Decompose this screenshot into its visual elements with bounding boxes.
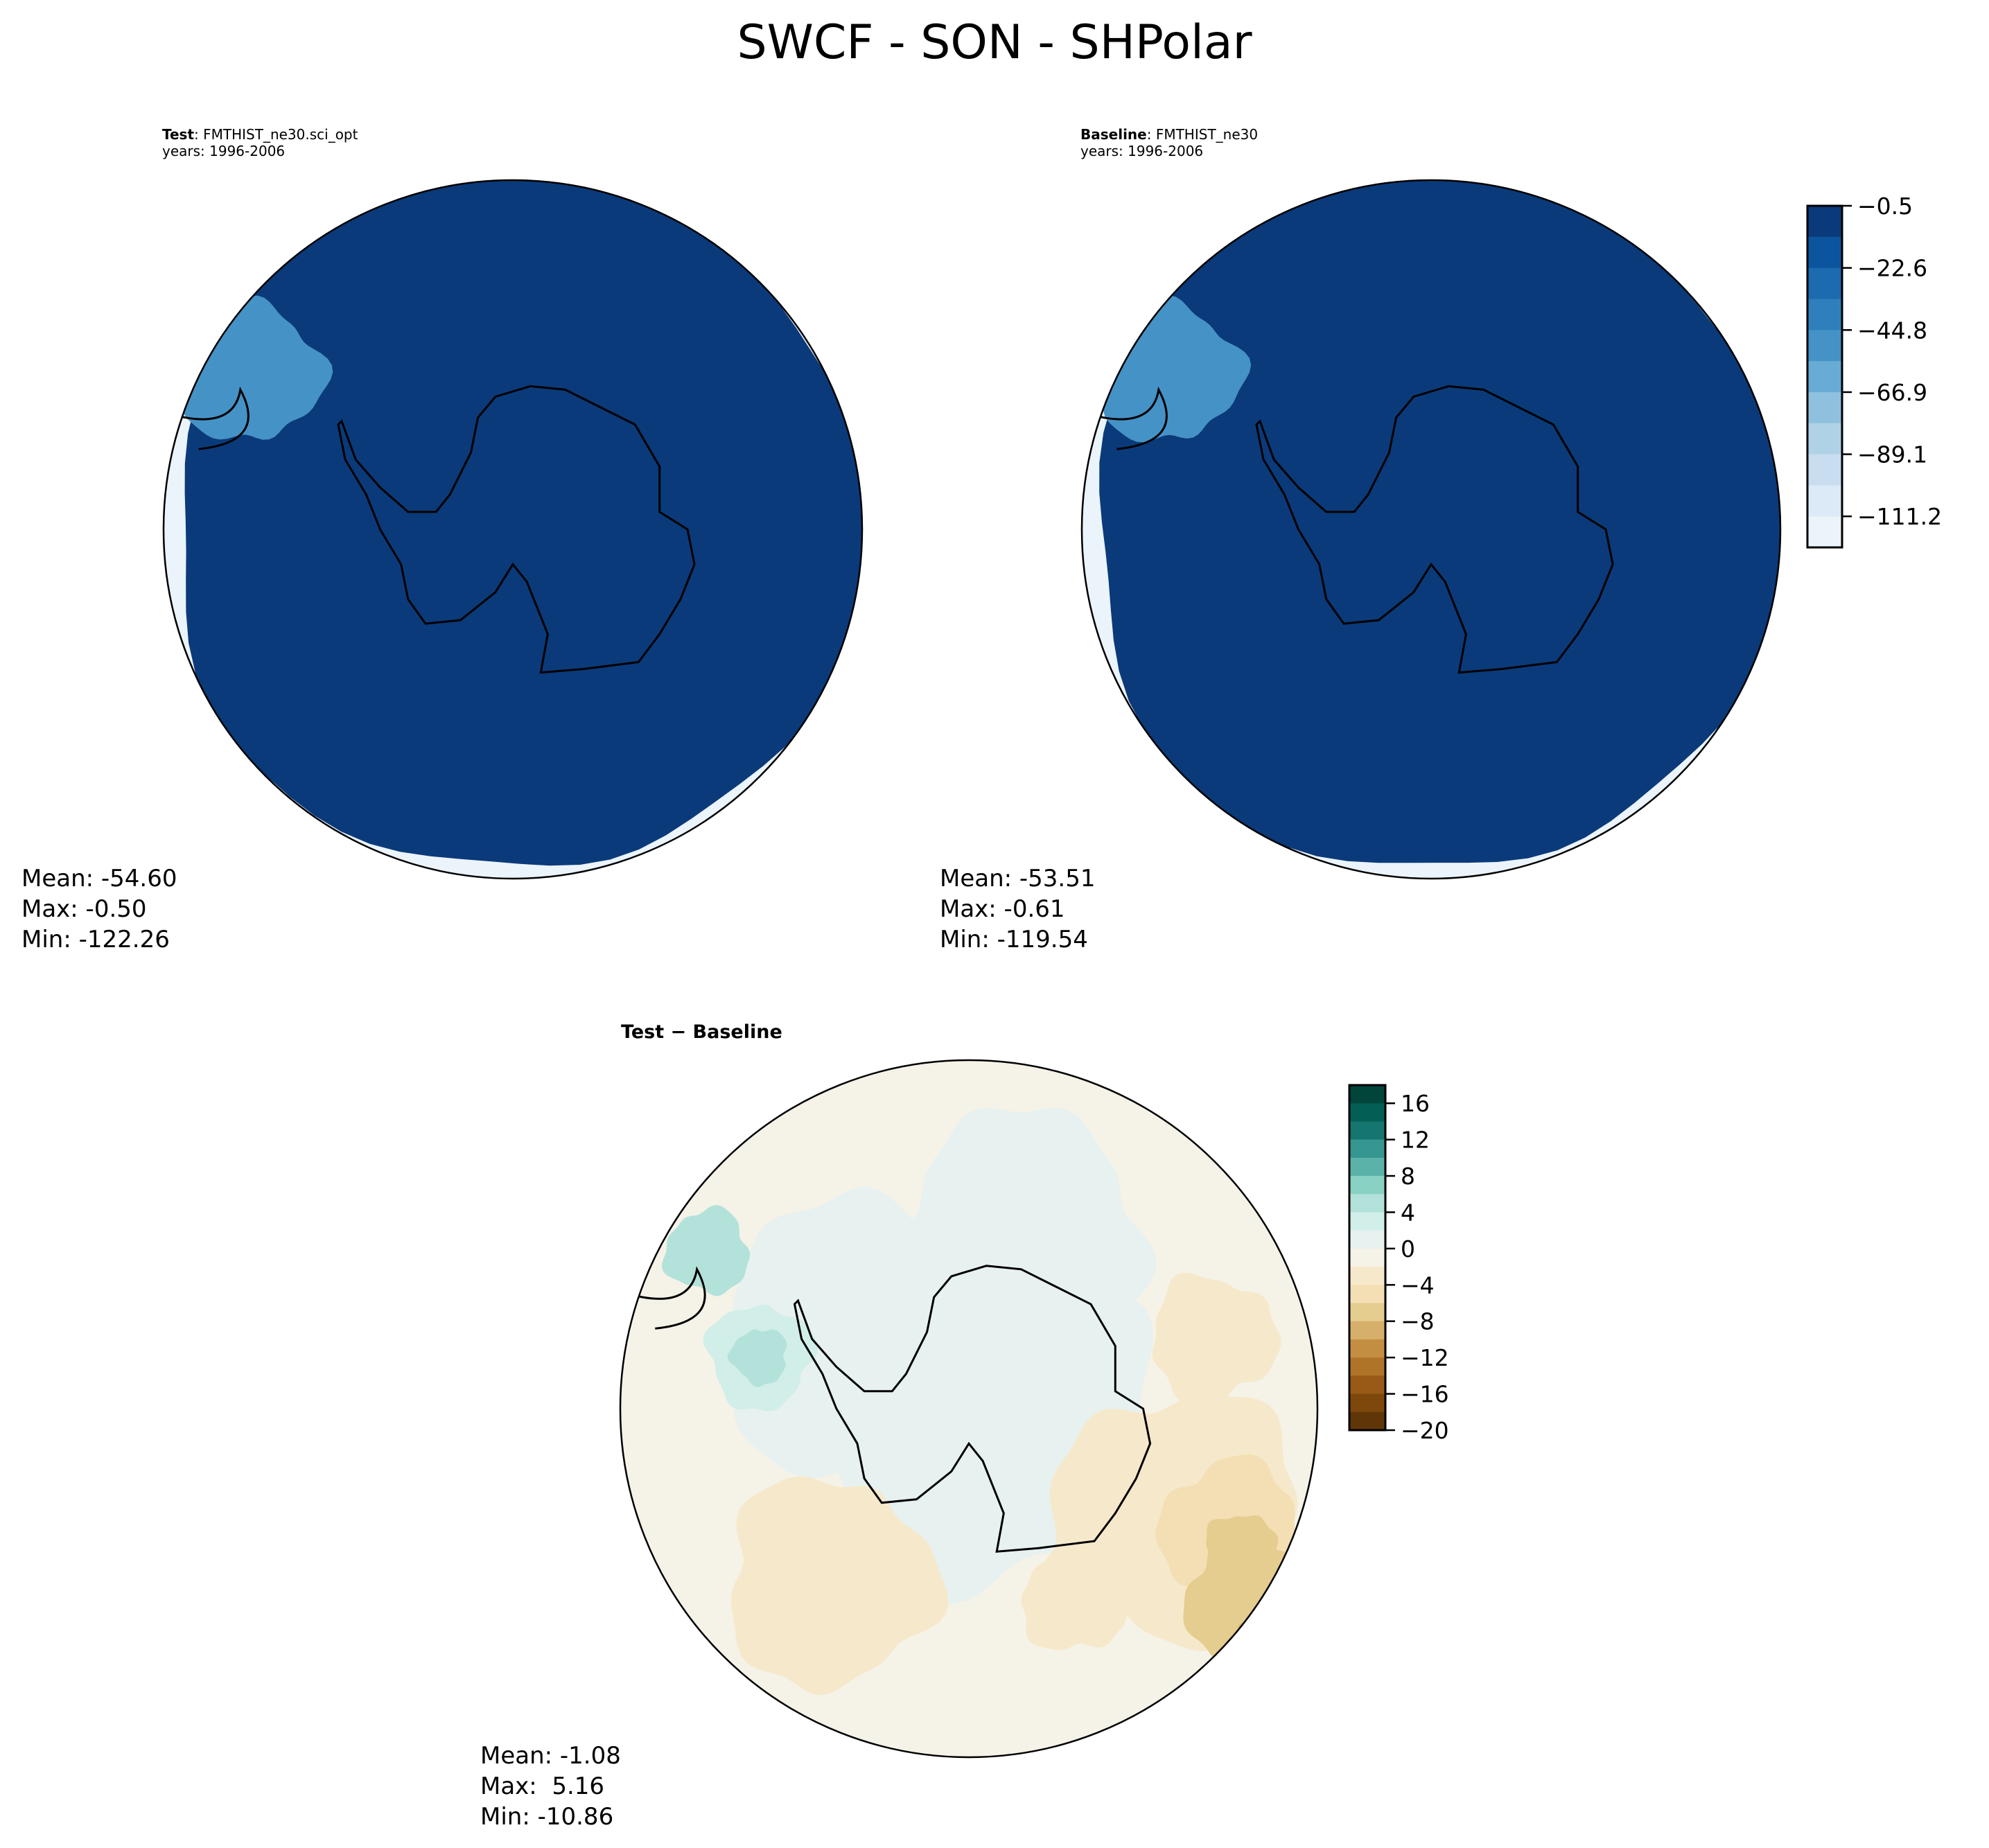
colorbar-band — [1349, 1411, 1385, 1431]
colorbar-band — [1807, 236, 1842, 269]
colorbar-band — [1349, 1339, 1385, 1358]
baseline-south-america-coastline — [1088, 386, 1168, 450]
colorbar-band — [1807, 330, 1842, 362]
difference-max: Max: 5.16 — [480, 1772, 605, 1800]
test-max: Max: -0.50 — [21, 895, 147, 923]
baseline-panel-label: Baseline: FMTHIST_ne30 years: 1996-2006 — [1080, 126, 1258, 159]
test-map — [164, 180, 862, 879]
colorbar-band — [1349, 1393, 1385, 1413]
baseline-map-boundary — [1080, 179, 1782, 880]
difference-contour-patch — [1152, 1272, 1281, 1406]
colorbar-tick-label: 0 — [1401, 1235, 1415, 1262]
colorbar-tick-label: −66.9 — [1857, 379, 1927, 406]
colorbar-band — [1349, 1321, 1385, 1340]
colorbar-band — [1349, 1285, 1385, 1304]
difference-south-america-coastline — [627, 1266, 706, 1330]
baseline-min: Min: -119.54 — [940, 926, 1088, 953]
test-label-case: : FMTHIST_ne30.sci_opt — [194, 126, 358, 143]
colorbar-band — [1807, 361, 1842, 393]
colorbar-tick-label: −20 — [1401, 1417, 1449, 1444]
colorbar-outline — [1806, 204, 1843, 549]
test-antarctica-coastline — [337, 385, 696, 674]
baseline-contour-level-0 — [1099, 180, 1780, 863]
colorbar-band — [1807, 299, 1842, 331]
difference-contour-patch — [730, 1476, 949, 1696]
test-years: years: 1996-2006 — [162, 143, 286, 159]
colorbar-band — [1349, 1357, 1385, 1376]
colorbar-band — [1349, 1212, 1385, 1231]
colorbar-band — [1349, 1139, 1385, 1159]
colorbar-tick-label: −44.8 — [1857, 317, 1927, 344]
colorbar-tick-label: −12 — [1401, 1344, 1449, 1371]
colorbar-band — [1349, 1121, 1385, 1141]
colorbar-tick-label: −22.6 — [1857, 255, 1927, 282]
colorbar-band — [1807, 485, 1842, 517]
difference-colorbar: 16 12 8 4 0 −4 −8 −12 −16 −20 — [1348, 1084, 1449, 1444]
colorbar-band — [1807, 423, 1842, 455]
test-mean: Mean: -54.60 — [21, 865, 177, 892]
baseline-map — [1082, 180, 1780, 879]
baseline-years: years: 1996-2006 — [1080, 143, 1204, 159]
baseline-colorbar: −0.5 −22.6 −44.8 −66.9 −89.1 −111.2 — [1806, 193, 1942, 549]
colorbar-tick-label: 4 — [1401, 1199, 1415, 1226]
colorbar-band — [1349, 1194, 1385, 1213]
difference-map-boundary — [619, 1059, 1319, 1759]
difference-antarctica-coastline — [793, 1265, 1152, 1553]
baseline-mean: Mean: -53.51 — [940, 865, 1096, 892]
colorbar-tick-label: −0.5 — [1857, 193, 1913, 220]
baseline-stats: Mean: -53.51 Max: -0.61 Min: -119.54 — [940, 863, 1096, 955]
difference-panel-label: Test − Baseline — [621, 1021, 782, 1043]
test-contour-level-0 — [184, 180, 862, 866]
colorbar-band — [1807, 516, 1842, 548]
difference-min: Min: -10.86 — [480, 1803, 614, 1831]
colorbar-band — [1349, 1303, 1385, 1322]
colorbar-tick-label: 12 — [1401, 1127, 1430, 1154]
colorbar-tick-label: −16 — [1401, 1381, 1449, 1408]
colorbar-band — [1349, 1176, 1385, 1195]
colorbar-band — [1807, 267, 1842, 299]
colorbar-tick-label: −111.2 — [1857, 503, 1942, 530]
baseline-antarctica-coastline — [1255, 385, 1614, 674]
colorbar-band — [1807, 454, 1842, 486]
test-south-america-coastline — [170, 386, 249, 450]
colorbar-band — [1807, 206, 1842, 238]
baseline-label-bold: Baseline — [1080, 126, 1147, 143]
colorbar-band — [1349, 1248, 1385, 1267]
difference-mean: Mean: -1.08 — [480, 1742, 621, 1770]
colorbar-band — [1349, 1085, 1385, 1104]
colorbar-band — [1349, 1267, 1385, 1285]
test-stats: Mean: -54.60 Max: -0.50 Min: -122.26 — [21, 863, 177, 955]
difference-contour-patch — [1021, 1540, 1127, 1651]
colorbar-tick-label: −8 — [1401, 1308, 1435, 1335]
difference-contour-patch — [662, 1205, 751, 1296]
figure-title: SWCF - SON - SHPolar — [737, 15, 1252, 70]
colorbar-band — [1807, 391, 1842, 424]
difference-contour-patch — [1206, 1515, 1279, 1587]
colorbar-tick-label: 8 — [1401, 1163, 1415, 1190]
difference-stats: Mean: -1.08 Max: 5.16 Min: -10.86 — [480, 1741, 621, 1832]
colorbar-band — [1349, 1375, 1385, 1395]
colorbar-band — [1349, 1157, 1385, 1177]
difference-contour-patch — [727, 1329, 787, 1387]
colorbar-tick-label: 16 — [1401, 1090, 1430, 1117]
difference-map — [620, 1060, 1317, 1757]
test-label-bold: Test — [162, 126, 195, 143]
colorbar-band — [1349, 1230, 1385, 1249]
test-map-boundary — [162, 179, 864, 880]
colorbar-outline — [1348, 1084, 1387, 1432]
colorbar-tick-label: −89.1 — [1857, 441, 1927, 468]
test-panel-label: Test: FMTHIST_ne30.sci_opt years: 1996-20… — [162, 126, 358, 159]
baseline-max: Max: -0.61 — [940, 895, 1065, 923]
colorbar-tick-label: −4 — [1401, 1271, 1435, 1299]
colorbar-band — [1349, 1103, 1385, 1122]
test-min: Min: -122.26 — [21, 926, 170, 953]
baseline-label-case: : FMTHIST_ne30 — [1146, 126, 1259, 143]
